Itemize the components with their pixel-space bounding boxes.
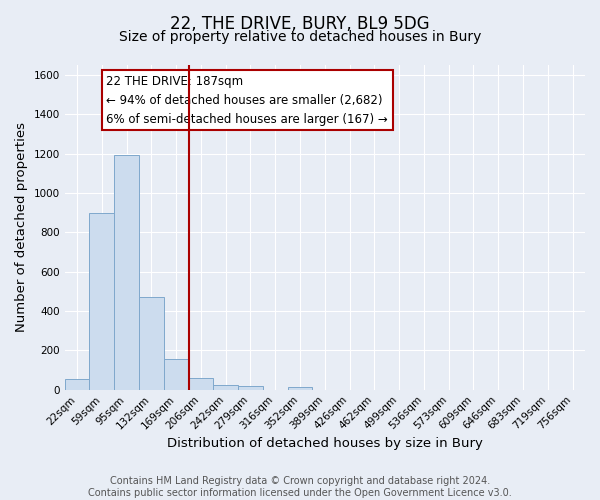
Bar [139,297,164,390]
Y-axis label: Number of detached properties: Number of detached properties [15,122,28,332]
Bar [188,378,214,390]
Bar [114,154,139,390]
Text: Size of property relative to detached houses in Bury: Size of property relative to detached ho… [119,30,481,44]
Text: 22, THE DRIVE, BURY, BL9 5DG: 22, THE DRIVE, BURY, BL9 5DG [170,15,430,33]
Text: 22 THE DRIVE: 187sqm
← 94% of detached houses are smaller (2,682)
6% of semi-det: 22 THE DRIVE: 187sqm ← 94% of detached h… [106,74,388,126]
Text: Contains HM Land Registry data © Crown copyright and database right 2024.
Contai: Contains HM Land Registry data © Crown c… [88,476,512,498]
Bar [65,379,89,390]
Bar [238,386,263,390]
Bar [89,212,114,390]
Bar [287,387,313,390]
Bar [164,359,188,390]
Bar [214,385,238,390]
X-axis label: Distribution of detached houses by size in Bury: Distribution of detached houses by size … [167,437,483,450]
